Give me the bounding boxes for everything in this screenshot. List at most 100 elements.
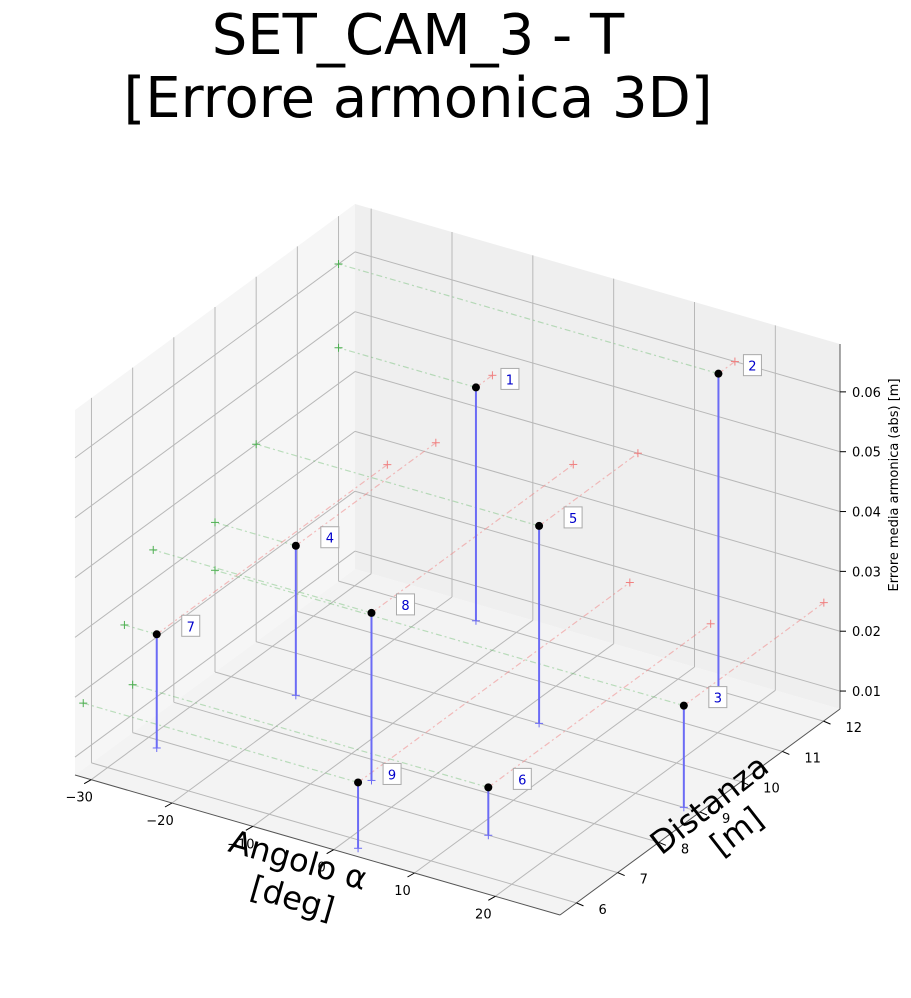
point-label-box-1 [500,367,520,390]
x-tick-label: 0 [318,861,326,876]
grid-line-z-back [354,311,841,453]
projection-to-back-7 [156,464,388,635]
projection-to-left-9 [83,702,359,784]
point-label-box-7 [181,614,201,637]
projection-marker-left-5 [252,440,261,449]
y-tick-label: 6 [598,903,606,918]
projection-marker-back-5 [633,449,642,458]
grid-line-y-floor [338,580,824,722]
projection-marker-back-4 [431,438,440,447]
point-label-9: 9 [388,768,396,783]
grid-line-z-back [354,371,841,513]
x-tick-label: −10 [227,837,254,852]
x-tick-mark [245,825,254,831]
z-tick-label: 0.04 [852,506,881,521]
data-point-6 [484,783,493,792]
point-label-box-3 [708,686,728,709]
point-label-3: 3 [714,692,722,707]
y-tick-label: 8 [681,842,689,857]
projection-to-left-7 [124,624,157,635]
projection-marker-left-9 [79,699,88,708]
data-point-1 [471,383,480,392]
z-tick-label: 0.02 [852,625,881,640]
grid-line-y-floor [91,762,577,904]
projection-marker-back-9 [625,578,634,587]
point-label-box-6 [512,767,532,790]
point-label-box-4 [320,526,340,549]
z-tick-label: 0.05 [852,446,881,461]
y-tick-mark [740,781,749,786]
grid-line-y-floor [132,732,618,874]
x-tick-label: −30 [65,791,92,806]
projection-marker-back-6 [706,619,715,628]
point-label-box-2 [742,354,762,377]
projection-marker-left-7 [120,620,129,629]
y-tick-label: 10 [763,782,780,797]
stem-base-6 [484,831,493,840]
point-label-7: 7 [187,620,195,635]
x-tick-mark [407,872,415,878]
projection-marker-left-8 [149,545,158,554]
point-labels: 1 2 3 4 5 6 7 8 9 [181,354,762,790]
x-tick-label: −20 [146,814,173,829]
projection-to-back-9 [357,582,631,783]
data-point-8 [367,608,376,617]
data-point-4 [291,541,300,550]
y-tick-label: 7 [640,873,648,888]
grid-line-z-left [74,550,356,758]
stem-base-9 [354,844,363,853]
grid-line-z-left [74,311,356,519]
projection-marker-back-2 [730,357,739,366]
point-label-6: 6 [518,773,526,788]
stem-base-3 [679,803,688,812]
data-point-7 [152,630,161,639]
projection-marker-left-2 [334,259,343,268]
y-tick-label: 11 [804,751,821,766]
x-tick-mark [83,779,92,785]
chart-title: SET_CAM_3 - T [Errore armonica 3D] [0,4,836,130]
x-tick-mark [164,802,173,808]
grid-line-z-back [354,430,841,572]
stem-base-8 [367,776,376,785]
z-tick-label: 0.06 [852,386,881,401]
chart-title-line2: [Errore armonica 3D] [123,66,713,131]
x-axis-line [74,774,561,916]
y-tick-mark [699,811,708,816]
z-tick-label: 0.01 [852,685,881,700]
projection-lines [79,259,828,788]
y-tick-mark [658,841,667,846]
data-point-3 [679,701,688,710]
grid-line-z-left [74,490,356,698]
stem-base-1 [471,616,480,625]
grid-line-z-back [354,490,841,632]
x-tick-mark [488,895,496,901]
projection-marker-back-7 [383,460,392,469]
y-tick-mark [576,902,584,907]
projection-marker-back-1 [488,371,497,380]
stem-base-4 [291,691,300,700]
x-tick-label: 10 [394,884,411,899]
grid-line-y-floor [173,701,659,843]
point-label-5: 5 [569,512,577,527]
point-label-4: 4 [326,532,334,547]
projection-to-left-8 [153,549,372,614]
point-label-2: 2 [748,360,756,375]
y-tick-mark [617,872,625,877]
projection-marker-left-3 [211,566,219,575]
projection-marker-left-1 [334,343,343,352]
x-tick-label: 20 [475,907,492,922]
grid-line-z-left [74,430,356,638]
y-tick-label: 12 [846,721,863,736]
point-label-box-5 [563,506,583,529]
projection-marker-left-4 [211,518,219,527]
y-tick-mark [823,720,831,725]
grid-line-y-floor [256,641,742,783]
z-axis-label: Errore media armonica (abs) [m] [887,378,902,591]
y-tick-mark [782,750,790,755]
data-stems [152,369,723,853]
z-tick-label: 0.03 [852,565,881,580]
stem-base-5 [535,719,544,728]
grid-line-z-left [74,371,356,578]
projection-to-left-3 [214,569,684,707]
projection-to-left-2 [338,263,719,375]
